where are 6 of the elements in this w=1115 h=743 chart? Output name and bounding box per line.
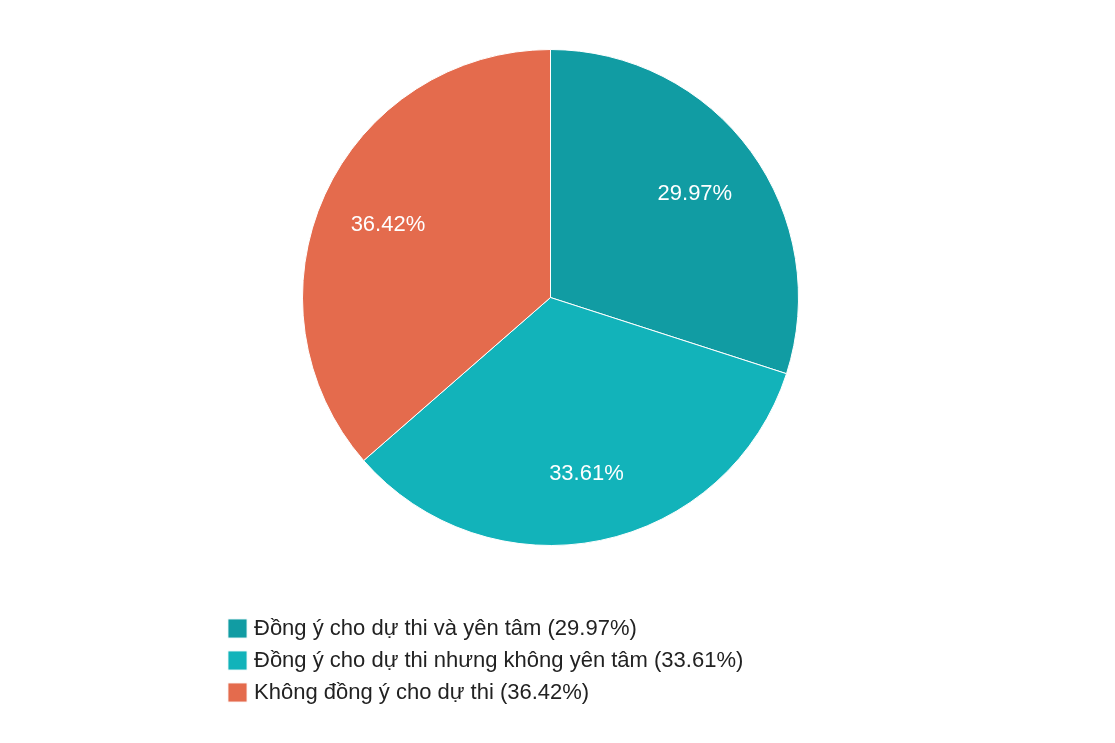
data-label: 29.97%: [657, 179, 733, 205]
legend-label: Đồng ý cho dự thi và yên tâm (29.97%): [254, 615, 637, 641]
data-label: 36.42%: [350, 211, 426, 237]
legend-label: Không đồng ý cho dự thi (36.42%): [254, 679, 590, 705]
legend-label: Đồng ý cho dự thi nhưng không yên tâm (33.61%): [254, 647, 744, 673]
data-label: 33.61%: [549, 459, 624, 485]
